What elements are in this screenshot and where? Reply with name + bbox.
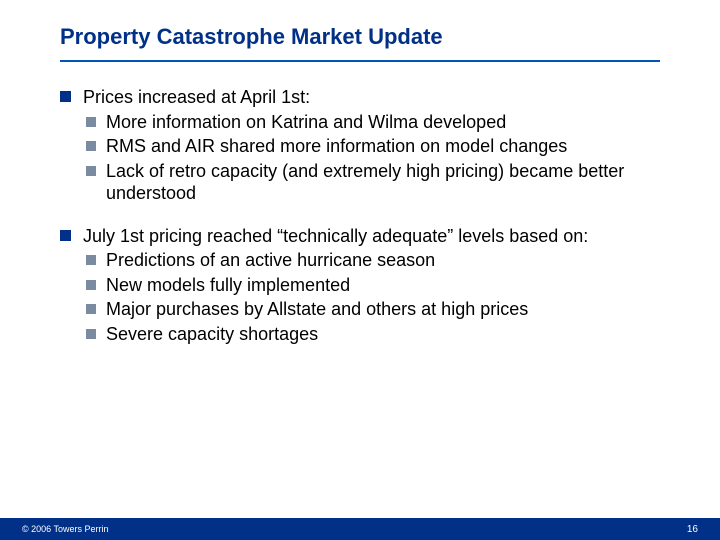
list-item: New models fully implemented bbox=[86, 274, 660, 297]
list-item: Prices increased at April 1st: bbox=[60, 86, 660, 109]
slide: Property Catastrophe Market Update Price… bbox=[0, 0, 720, 540]
list-item: Lack of retro capacity (and extremely hi… bbox=[86, 160, 660, 205]
list-item: Predictions of an active hurricane seaso… bbox=[86, 249, 660, 272]
sub-list: More information on Katrina and Wilma de… bbox=[86, 111, 660, 205]
sub-list: Predictions of an active hurricane seaso… bbox=[86, 249, 660, 345]
list-item-text: New models fully implemented bbox=[106, 274, 350, 297]
copyright-text: © 2006 Towers Perrin bbox=[22, 524, 109, 534]
list-item: RMS and AIR shared more information on m… bbox=[86, 135, 660, 158]
square-bullet-icon bbox=[86, 329, 96, 339]
page-number: 16 bbox=[687, 524, 698, 535]
square-bullet-icon bbox=[86, 141, 96, 151]
list-item-text: Lack of retro capacity (and extremely hi… bbox=[106, 160, 660, 205]
list-item-text: Prices increased at April 1st: bbox=[83, 86, 310, 109]
square-bullet-icon bbox=[86, 117, 96, 127]
footer-bar: © 2006 Towers Perrin 16 bbox=[0, 518, 720, 540]
spacer bbox=[60, 207, 660, 225]
list-item-text: Severe capacity shortages bbox=[106, 323, 318, 346]
list-item: July 1st pricing reached “technically ad… bbox=[60, 225, 660, 248]
square-bullet-icon bbox=[86, 304, 96, 314]
list-item-text: Major purchases by Allstate and others a… bbox=[106, 298, 528, 321]
square-bullet-icon bbox=[86, 280, 96, 290]
square-bullet-icon bbox=[60, 230, 71, 241]
list-item-text: RMS and AIR shared more information on m… bbox=[106, 135, 567, 158]
list-item: Severe capacity shortages bbox=[86, 323, 660, 346]
list-item-text: Predictions of an active hurricane seaso… bbox=[106, 249, 435, 272]
list-item-text: More information on Katrina and Wilma de… bbox=[106, 111, 506, 134]
square-bullet-icon bbox=[86, 255, 96, 265]
square-bullet-icon bbox=[86, 166, 96, 176]
bullet-list: Prices increased at April 1st: More info… bbox=[60, 86, 660, 345]
list-item: More information on Katrina and Wilma de… bbox=[86, 111, 660, 134]
list-item-text: July 1st pricing reached “technically ad… bbox=[83, 225, 588, 248]
slide-title: Property Catastrophe Market Update bbox=[60, 24, 660, 60]
list-item: Major purchases by Allstate and others a… bbox=[86, 298, 660, 321]
square-bullet-icon bbox=[60, 91, 71, 102]
title-rule bbox=[60, 60, 660, 62]
